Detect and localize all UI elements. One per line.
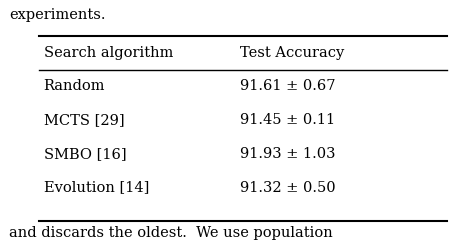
Text: MCTS [29]: MCTS [29] xyxy=(44,113,124,127)
Text: 91.45 ± 0.11: 91.45 ± 0.11 xyxy=(240,113,336,127)
Text: Test Accuracy: Test Accuracy xyxy=(240,46,345,60)
Text: 91.32 ± 0.50: 91.32 ± 0.50 xyxy=(240,180,336,194)
Text: Search algorithm: Search algorithm xyxy=(44,46,173,60)
Text: Random: Random xyxy=(44,79,105,93)
Text: experiments.: experiments. xyxy=(9,8,106,22)
Text: Evolution [14]: Evolution [14] xyxy=(44,180,149,194)
Text: and discards the oldest.  We use population: and discards the oldest. We use populati… xyxy=(9,226,333,240)
Text: 91.61 ± 0.67: 91.61 ± 0.67 xyxy=(240,79,336,93)
Text: 91.93 ± 1.03: 91.93 ± 1.03 xyxy=(240,147,336,161)
Text: SMBO [16]: SMBO [16] xyxy=(44,147,126,161)
